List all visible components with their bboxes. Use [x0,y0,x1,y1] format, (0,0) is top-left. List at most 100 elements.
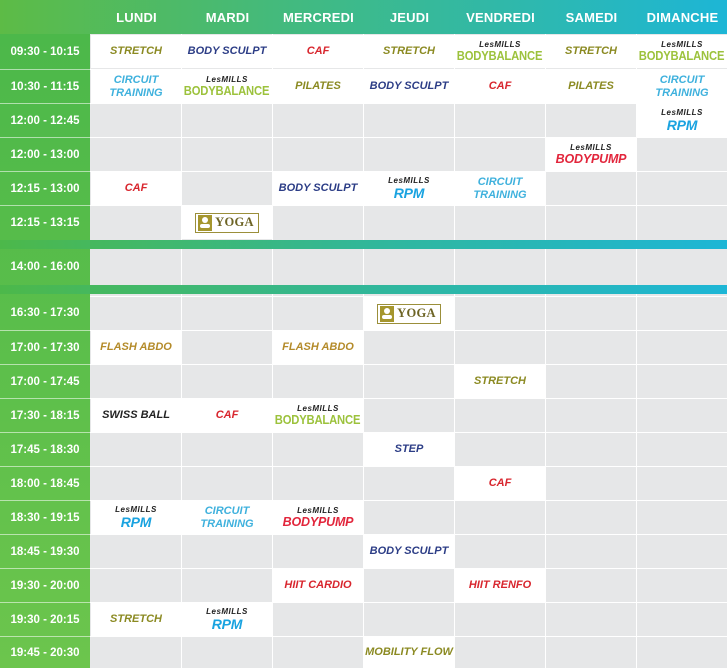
time-slot: 10:30 - 11:15 [0,69,90,103]
lesmills-bodypump-logo: LesMILLS BODYPUMP [282,505,354,529]
class-yoga[interactable]: YOGA [182,206,272,239]
day-vendredi: VENDREDI [466,9,535,25]
class-bodybalance[interactable]: LesMILLS BODYBALANCE [273,399,363,432]
row-divider [90,602,727,603]
row-divider [90,137,727,138]
time-slot: 17:00 - 17:45 [0,364,90,398]
time-slot: 19:30 - 20:15 [0,602,90,636]
class-yoga[interactable]: YOGA [364,297,454,330]
time-slot: 19:45 - 20:30 [0,636,90,668]
lesmills-rpm-logo: LesMILLS RPM [206,607,248,632]
class-mobility-flow[interactable]: MOBILITY FLOW [364,637,454,668]
row-divider [90,466,727,467]
time-slot: 19:30 - 20:00 [0,568,90,602]
class-pilates[interactable]: PILATES [273,70,363,103]
class-step[interactable]: STEP [364,433,454,466]
class-caf[interactable]: CAF [273,35,363,68]
class-rpm[interactable]: LesMILLS RPM [91,501,181,534]
row-divider [90,398,727,399]
time-slot: 18:00 - 18:45 [0,466,90,500]
class-flash-abdo[interactable]: FLASH ABDO [273,331,363,364]
column-divider [454,34,455,668]
column-divider [363,34,364,668]
class-caf[interactable]: CAF [455,467,545,500]
column-divider [636,34,637,668]
class-body-sculpt[interactable]: BODY SCULPT [364,535,454,568]
class-bodybalance[interactable]: LesMILLS BODYBALANCE [637,35,727,68]
day-lundi: LUNDI [116,9,157,25]
break-band [0,240,727,249]
time-slot: 16:30 - 17:30 [10,307,80,319]
class-caf[interactable]: CAF [455,70,545,103]
time-slot: 12:15 - 13:15 [0,205,90,239]
day-dimanche: DIMANCHE [646,9,719,25]
row-divider [90,103,727,104]
lesmills-bodybalance-logo: LesMILLS BODYBALANCE [184,74,270,98]
day-jeudi: JEUDI [389,9,430,25]
yoga-meditation-icon [380,305,395,322]
class-hiit-renfo[interactable]: HIIT RENFO [455,569,545,602]
class-body-sculpt[interactable]: BODY SCULPT [182,35,272,68]
class-rpm[interactable]: LesMILLS RPM [364,172,454,205]
class-circuit-training[interactable]: CIRCUIT TRAINING [455,172,545,205]
class-bodypump[interactable]: LesMILLS BODYPUMP [546,138,636,171]
day-header: LUNDI MARDI MERCREDI JEUDI VENDREDI SAME… [0,0,727,34]
class-circuit-training[interactable]: CIRCUIT TRAINING [637,70,727,103]
class-rpm[interactable]: LesMILLS RPM [637,104,727,137]
yoga-logo: YOGA [377,303,441,324]
time-slot: 12:00 - 12:45 [0,103,90,137]
time-slot: 18:45 - 19:30 [0,534,90,568]
row-divider [90,364,727,365]
lesmills-bodybalance-logo: LesMILLS BODYBALANCE [639,39,725,63]
lesmills-rpm-logo: LesMILLS RPM [661,108,703,133]
class-stretch[interactable]: STRETCH [91,35,181,68]
class-stretch[interactable]: STRETCH [455,365,545,398]
time-column [0,34,90,668]
column-divider [545,34,546,668]
class-stretch[interactable]: STRETCH [91,603,181,636]
lesmills-bodybalance-logo: LesMILLS BODYBALANCE [457,39,543,63]
yoga-logo: YOGA [195,212,259,233]
time-slot: 09:30 - 10:15 [10,46,80,58]
class-body-sculpt[interactable]: BODY SCULPT [364,70,454,103]
day-samedi: SAMEDI [565,9,618,25]
break-band [0,285,727,294]
day-mercredi: MERCREDI [283,9,354,25]
row-divider [90,171,727,172]
class-circuit-training[interactable]: CIRCUIT TRAINING [91,70,181,103]
class-bodypump[interactable]: LesMILLS BODYPUMP [273,501,363,534]
lesmills-rpm-logo: LesMILLS RPM [388,176,430,201]
class-circuit-training[interactable]: CIRCUIT TRAINING [182,501,272,534]
class-stretch[interactable]: STRETCH [546,35,636,68]
class-stretch[interactable]: STRETCH [364,35,454,68]
time-slot: 17:30 - 18:15 [0,398,90,432]
row-divider [90,69,727,70]
class-bodybalance[interactable]: LesMILLS BODYBALANCE [455,35,545,68]
class-hiit-cardio[interactable]: HIIT CARDIO [273,569,363,602]
time-slot: 12:15 - 13:00 [0,171,90,205]
row-divider [90,568,727,569]
row-divider [90,636,727,637]
class-pilates[interactable]: PILATES [546,70,636,103]
day-mardi: MARDI [205,9,250,25]
class-bodybalance[interactable]: LesMILLS BODYBALANCE [182,70,272,103]
row-divider [90,500,727,501]
class-caf[interactable]: CAF [182,399,272,432]
class-body-sculpt[interactable]: BODY SCULPT [273,172,363,205]
row-divider [90,205,727,206]
time-slot: 14:00 - 16:00 [10,261,80,273]
row-divider [90,432,727,433]
class-flash-abdo[interactable]: FLASH ABDO [91,331,181,364]
yoga-meditation-icon [198,214,213,231]
row-divider [90,534,727,535]
class-swiss-ball[interactable]: SWISS BALL [91,399,181,432]
time-slot: 12:00 - 13:00 [0,137,90,171]
class-caf[interactable]: CAF [91,172,181,205]
column-divider [272,34,273,668]
lesmills-bodypump-logo: LesMILLS BODYPUMP [555,142,627,166]
time-slot: 17:00 - 17:30 [0,330,90,364]
time-slot: 18:30 - 19:15 [0,500,90,534]
column-divider [181,34,182,668]
row-divider [90,296,727,297]
class-rpm[interactable]: LesMILLS RPM [182,603,272,636]
